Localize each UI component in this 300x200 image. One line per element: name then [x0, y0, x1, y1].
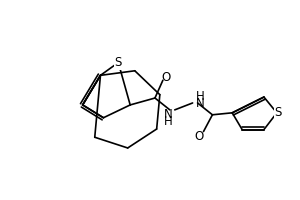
- Text: N: N: [164, 108, 172, 121]
- Text: S: S: [115, 56, 122, 69]
- Text: O: O: [161, 71, 170, 84]
- Text: O: O: [194, 130, 203, 143]
- Text: H: H: [164, 115, 172, 128]
- Text: H: H: [196, 90, 205, 103]
- Text: S: S: [274, 106, 281, 119]
- Text: N: N: [196, 97, 205, 110]
